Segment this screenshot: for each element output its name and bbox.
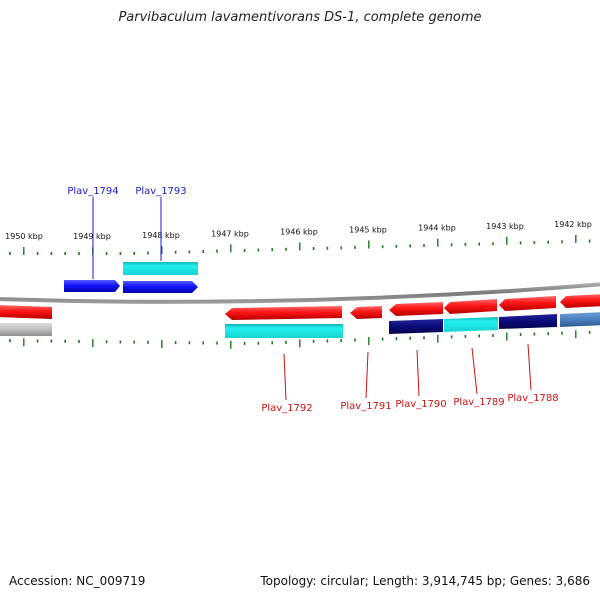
gene-plav-1790[interactable] (389, 302, 443, 316)
genome-summary: Topology: circular; Length: 3,914,745 bp… (260, 574, 590, 588)
label-plav-1794[interactable]: Plav_1794 (67, 186, 118, 197)
gene-plav-1788[interactable] (499, 296, 556, 311)
gene-left-edge-product (0, 323, 52, 336)
reverse-genes (0, 294, 600, 338)
scale-label: 1950 kbp (5, 232, 43, 241)
label-plav-1790[interactable]: Plav_1790 (395, 399, 446, 410)
label-plav-1793[interactable]: Plav_1793 (135, 186, 186, 197)
gene-plav-1790-product (389, 319, 443, 334)
scale-label: 1949 kbp (73, 232, 111, 241)
scale-ticks-bottom (9, 330, 591, 349)
accession-text: Accession: NC_009719 (9, 574, 146, 588)
scale-label: 1945 kbp (349, 226, 387, 235)
gene-right-edge-product (560, 312, 600, 327)
label-plav-1791[interactable]: Plav_1791 (340, 401, 391, 412)
gene-left-edge (0, 305, 52, 319)
gene-plav-1793[interactable] (123, 281, 198, 293)
forward-genes (64, 262, 198, 293)
gene-plav-1792-product (225, 324, 343, 338)
gene-plav-1792[interactable] (225, 306, 342, 320)
gene-labels: Plav_1794 Plav_1793 Plav_1792 Plav_1791 … (67, 186, 558, 414)
gene-plav-1791[interactable] (350, 306, 382, 319)
gene-plav-1789[interactable] (444, 299, 497, 314)
scale-label: 1942 kbp (554, 220, 592, 229)
label-leaders (92, 197, 532, 401)
gene-plav-1794[interactable] (64, 280, 120, 292)
label-plav-1789[interactable]: Plav_1789 (453, 397, 504, 408)
gene-plav-1788-product (499, 314, 557, 329)
scale-label: 1947 kbp (211, 229, 249, 238)
gene-plav-1789-product (444, 317, 498, 332)
genome-backbone (0, 282, 600, 304)
label-plav-1788[interactable]: Plav_1788 (507, 393, 558, 404)
label-plav-1792[interactable]: Plav_1792 (261, 403, 312, 414)
scale-ticks-top (9, 234, 591, 255)
scale-label: 1946 kbp (280, 227, 318, 236)
map-title: Parvibaculum lavamentivorans DS-1, compl… (118, 10, 482, 25)
scale-label: 1944 kbp (418, 224, 456, 233)
scale-label: 1943 kbp (486, 222, 524, 231)
gene-right-edge (560, 294, 600, 308)
gene-plav-1793-product (123, 262, 198, 275)
